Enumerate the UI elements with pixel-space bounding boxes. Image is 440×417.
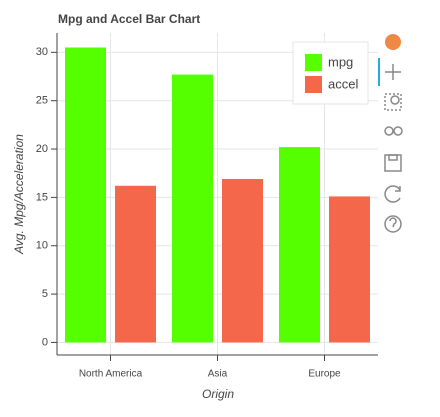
y-tick-label: 5: [42, 288, 48, 300]
bar: [222, 179, 263, 343]
box-zoom-tool[interactable]: [384, 93, 402, 111]
legend-label: mpg: [328, 54, 353, 69]
bokeh-logo[interactable]: [385, 34, 401, 50]
bar: [172, 74, 213, 343]
bar: [279, 147, 320, 343]
legend-box: [292, 41, 369, 105]
wheel-zoom-tool[interactable]: [384, 126, 403, 136]
y-tick-label: 25: [36, 95, 48, 107]
bar: [65, 47, 106, 343]
bar: [329, 196, 370, 343]
y-tick-label: 0: [42, 336, 48, 348]
plot-area: 0 5 10 15 20 25 30: [36, 33, 378, 355]
y-tick-label: 20: [36, 143, 48, 155]
help-tool[interactable]: [384, 215, 402, 233]
x-tick-label: Asia: [208, 369, 228, 380]
x-axis-label: Origin: [202, 387, 234, 401]
legend-label: accel: [328, 76, 358, 91]
pan-tool[interactable]: [385, 64, 401, 80]
legend-swatch: [305, 54, 322, 71]
x-tick-label: Europe: [308, 369, 341, 380]
y-tick-label: 15: [36, 191, 48, 203]
chart-title: Mpg and Accel Bar Chart: [58, 12, 200, 26]
toolbar: [378, 34, 403, 233]
y-tick-label: 10: [36, 240, 48, 252]
bar: [115, 185, 156, 343]
x-tick-label: North America: [79, 369, 143, 380]
save-tool[interactable]: [384, 154, 402, 172]
reset-tool[interactable]: [384, 185, 401, 203]
y-axis-label: Avg. Mpg/Acceleration: [12, 134, 26, 255]
y-tick-label: 30: [36, 46, 48, 58]
legend-swatch: [305, 76, 322, 93]
